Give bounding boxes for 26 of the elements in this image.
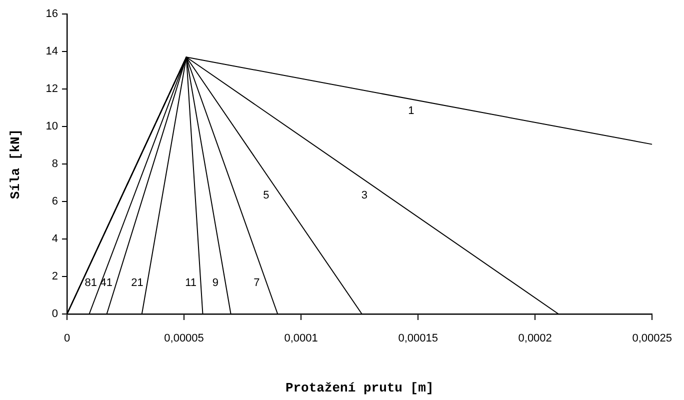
x-tick-label: 0,00005 xyxy=(164,332,204,345)
y-tick-label: 8 xyxy=(52,158,58,170)
x-tick-label: 0,00025 xyxy=(632,332,672,345)
y-tick-label: 16 xyxy=(46,8,58,20)
x-tick-label: 0 xyxy=(64,332,70,345)
y-tick-label: 12 xyxy=(46,83,58,96)
series-label: 21 xyxy=(131,277,144,290)
y-tick-label: 2 xyxy=(52,270,58,283)
series-label: 1 xyxy=(408,104,414,117)
series-label: 7 xyxy=(254,277,260,290)
y-tick-label: 10 xyxy=(46,120,58,133)
y-tick-label: 0 xyxy=(52,308,58,320)
series-label: 5 xyxy=(263,190,270,202)
y-tick-label: 6 xyxy=(52,196,58,208)
x-tick-label: 0,00015 xyxy=(398,332,438,345)
y-axis-title: Síla [kN] xyxy=(8,128,24,200)
series-label: 11 xyxy=(185,277,196,290)
series-label: 81 xyxy=(84,277,98,290)
x-axis-title: Protažení prutu [m] xyxy=(285,380,434,396)
y-tick-label: 14 xyxy=(46,46,58,58)
x-tick-label: 0,0002 xyxy=(518,332,552,345)
series-label: 9 xyxy=(212,277,219,290)
y-tick-label: 4 xyxy=(52,233,58,246)
series-label: 3 xyxy=(361,190,368,202)
x-tick-label: 0,0001 xyxy=(284,332,318,345)
series-label: 41 xyxy=(100,277,112,290)
